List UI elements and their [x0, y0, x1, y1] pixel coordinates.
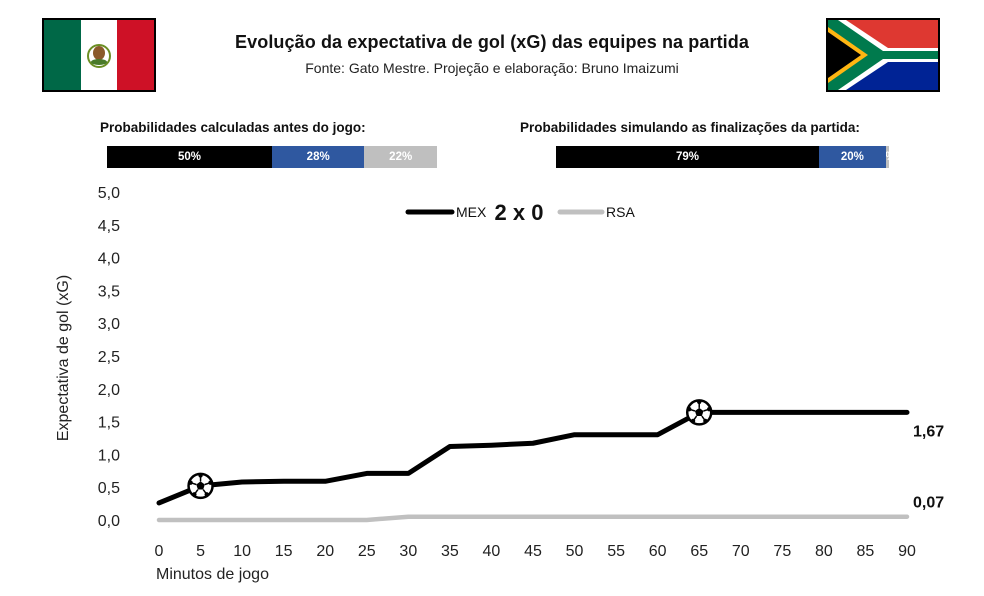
y-tick-label: 2,5 — [98, 349, 120, 366]
y-tick-label: 5,0 — [98, 185, 120, 202]
simulated-probabilities-title: Probabilidades simulando as finalizações… — [520, 120, 860, 135]
x-tick-label: 30 — [399, 543, 417, 560]
y-tick-label: 4,0 — [98, 251, 120, 268]
simulated-probability-bar: 79%20%1% — [556, 146, 889, 168]
x-tick-label: 85 — [857, 543, 875, 560]
x-tick-label: 75 — [773, 543, 791, 560]
pre-match-probability-bar: 50% 28% 22% — [107, 146, 437, 168]
series-line-mex — [156, 409, 910, 506]
soccer-ball-icon — [187, 472, 214, 500]
x-tick-label: 40 — [483, 543, 501, 560]
legend-label-mex: MEX — [456, 204, 487, 220]
series-line-rsa — [156, 514, 910, 523]
pre-match-probabilities-title: Probabilidades calculadas antes do jogo: — [100, 120, 366, 135]
x-tick-label: 55 — [607, 543, 625, 560]
end-value-label-rsa: 0,07 — [913, 494, 944, 511]
y-tick-label: 3,0 — [98, 316, 120, 333]
mexico-flag-icon — [42, 18, 156, 92]
simulated-probability-segment: 20% — [819, 146, 886, 168]
y-tick-label: 3,5 — [98, 283, 120, 300]
y-tick-label: 1,0 — [98, 447, 120, 464]
x-tick-label: 65 — [690, 543, 708, 560]
x-tick-label: 80 — [815, 543, 833, 560]
y-tick-label: 1,5 — [98, 415, 120, 432]
x-axis-label: Minutos de jogo — [156, 566, 269, 583]
pre_match-probability-segment: 28% — [272, 146, 365, 168]
y-tick-label: 4,5 — [98, 218, 120, 235]
y-tick-label: 0,5 — [98, 480, 120, 497]
x-tick-label: 15 — [275, 543, 293, 560]
legend-label-rsa: RSA — [606, 204, 635, 220]
x-tick-label: 60 — [649, 543, 667, 560]
y-tick-label: 0,0 — [98, 513, 120, 530]
x-tick-label: 10 — [233, 543, 251, 560]
x-tick-label: 5 — [196, 543, 205, 560]
x-tick-label: 90 — [898, 543, 916, 560]
x-tick-label: 50 — [566, 543, 584, 560]
x-tick-label: 20 — [316, 543, 334, 560]
simulated-probability-segment: 1% — [885, 146, 889, 168]
chart-subtitle: Fonte: Gato Mestre. Projeção e elaboraçã… — [305, 60, 679, 76]
simulated-probability-segment: 79% — [556, 146, 820, 168]
end-value-label-mex: 1,67 — [913, 423, 944, 440]
chart-title: Evolução da expectativa de gol (xG) das … — [235, 32, 749, 52]
pre_match-probability-segment: 22% — [364, 146, 437, 168]
x-tick-label: 70 — [732, 543, 750, 560]
match-score: 2 x 0 — [495, 200, 544, 225]
x-tick-label: 0 — [155, 543, 164, 560]
soccer-ball-icon — [685, 399, 713, 426]
y-axis-label: Expectativa de gol (xG) — [55, 275, 72, 441]
y-tick-label: 2,0 — [98, 382, 120, 399]
x-tick-label: 35 — [441, 543, 459, 560]
x-tick-label: 25 — [358, 543, 376, 560]
x-tick-label: 45 — [524, 543, 542, 560]
south-africa-flag-icon — [826, 18, 940, 92]
pre_match-probability-segment: 50% — [107, 146, 272, 168]
